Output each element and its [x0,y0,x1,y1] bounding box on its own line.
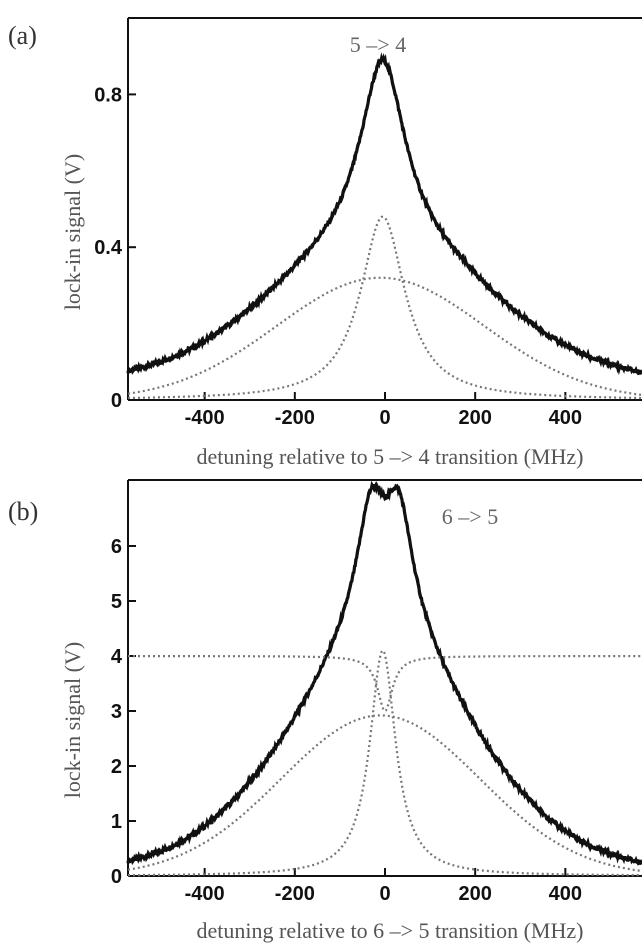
x-tick-label: -400 [185,883,225,905]
component-broad-curve [127,276,642,396]
panel-b-y-axis-title: lock-in signal (V) [60,642,85,798]
panel-a-label: (a) [8,21,37,50]
panel-a-y-axis-title: lock-in signal (V) [60,154,85,310]
x-tick-label: -400 [185,407,225,429]
measured-data [126,480,642,866]
component-narrow-curve [128,649,642,877]
x-tick-label: -200 [275,883,315,905]
panel-a: (a) lock-in signal (V) detuning relative… [8,17,642,469]
component-broad-curve [127,714,642,873]
measured-data [126,52,642,376]
x-tick-label: -200 [275,407,315,429]
y-tick-label: 0.8 [94,84,122,106]
panel-a-x-axis-title: detuning relative to 5 –> 4 transition (… [197,444,584,469]
y-tick-label: 4 [111,646,123,668]
y-tick-label: 0 [111,390,122,412]
x-tick-label: 200 [458,407,491,429]
panel-b-plot-area: 0 1 2 3 4 5 6 -400 -200 0 200 400 [111,479,642,905]
component-dip-curve [128,655,642,713]
y-tick-label: 0.4 [94,237,123,259]
panel-b: (b) lock-in signal (V) detuning relative… [8,479,642,943]
x-tick-label: 200 [458,883,491,905]
panel-b-label: (b) [8,497,38,526]
y-tick-label: 5 [111,591,122,613]
y-tick-label: 6 [111,536,122,558]
x-tick-label: 0 [379,883,390,905]
panel-a-transition-label: 5 –> 4 [350,32,406,57]
y-tick-label: 2 [111,756,122,778]
y-tick-label: 1 [111,811,122,833]
panel-b-x-axis-title: detuning relative to 6 –> 5 transition (… [197,918,584,943]
y-tick-label: 3 [111,701,122,723]
x-tick-label: 400 [549,883,582,905]
x-tick-label: 0 [379,407,390,429]
panel-a-plot-area: 0 0.4 0.8 -400 -200 0 200 400 [94,17,642,429]
fit-curve [127,484,642,864]
component-narrow-curve [127,215,642,400]
panel-b-transition-label: 6 –> 5 [442,504,498,529]
y-tick-label: 0 [111,866,122,888]
x-tick-label: 400 [549,407,582,429]
fit-curve [127,58,642,374]
